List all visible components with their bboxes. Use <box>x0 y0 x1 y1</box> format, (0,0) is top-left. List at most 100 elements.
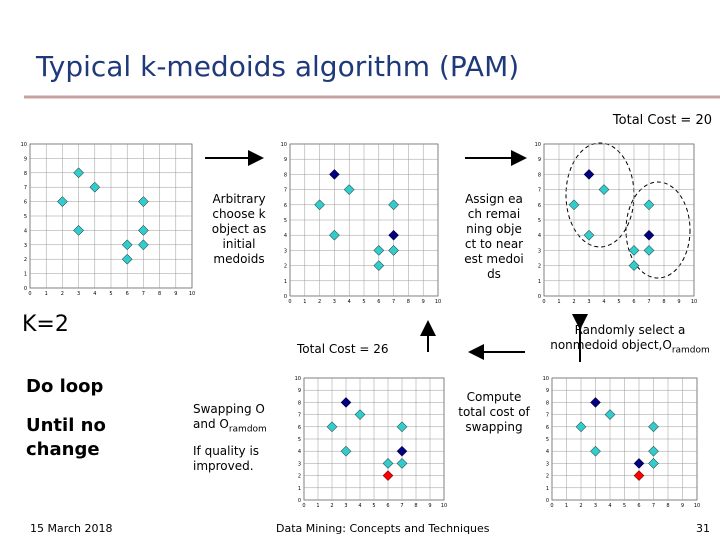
data-point <box>382 470 394 481</box>
y-tick-label: 0 <box>24 286 27 292</box>
y-tick-label: 2 <box>538 264 541 270</box>
y-tick-label: 10 <box>543 376 549 382</box>
x-tick-label: 4 <box>602 299 605 305</box>
x-tick-label: 2 <box>318 299 321 305</box>
y-tick-label: 6 <box>298 425 301 431</box>
y-tick-label: 3 <box>284 248 287 254</box>
data-point <box>583 229 595 241</box>
y-tick-label: 3 <box>298 461 301 467</box>
x-tick-label: 6 <box>632 299 635 305</box>
data-point <box>343 184 355 195</box>
data-point <box>643 245 655 256</box>
y-tick-label: 5 <box>546 437 549 443</box>
x-tick-label: 2 <box>579 503 582 509</box>
y-tick-label: 1 <box>24 272 27 278</box>
footer-page: 31 <box>696 522 710 535</box>
x-tick-label: 8 <box>666 503 669 509</box>
y-tick-label: 8 <box>284 172 287 178</box>
cluster-ellipse <box>625 181 691 279</box>
data-point <box>643 229 655 241</box>
x-tick-label: 1 <box>303 299 306 305</box>
scatter-plot: 0 1 2 3 4 5 6 7 8 9 10 0 1 2 3 4 5 6 7 8 9 10 <box>535 142 698 305</box>
data-point <box>314 199 325 211</box>
y-tick-label: 10 <box>295 376 301 382</box>
x-tick-label: 3 <box>587 299 590 305</box>
data-point <box>396 445 408 457</box>
x-tick-label: 6 <box>386 503 389 509</box>
scatter-plot: 0 1 2 3 4 5 6 7 8 9 10 0 1 2 3 4 5 6 7 8 9 10 <box>21 142 196 297</box>
y-tick-label: 10 <box>21 142 27 148</box>
data-point <box>326 421 338 433</box>
x-tick-label: 8 <box>158 291 161 297</box>
subscript: ramdom <box>228 424 267 435</box>
x-tick-label: 7 <box>647 299 650 305</box>
x-tick-label: 4 <box>608 503 611 509</box>
x-tick-label: 9 <box>428 503 431 509</box>
y-tick-label: 7 <box>538 188 541 194</box>
data-point <box>633 458 645 469</box>
data-point <box>121 239 133 251</box>
x-tick-label: 4 <box>93 291 96 297</box>
y-tick-label: 3 <box>538 248 541 254</box>
x-tick-label: 2 <box>61 291 64 297</box>
y-tick-label: 9 <box>546 388 549 394</box>
x-tick-label: 3 <box>344 503 347 509</box>
x-tick-label: 7 <box>392 299 395 305</box>
x-tick-label: 8 <box>407 299 410 305</box>
y-tick-label: 7 <box>298 413 301 419</box>
data-point <box>121 253 133 265</box>
data-point <box>138 225 149 236</box>
loop-text: Do loop <box>26 376 104 397</box>
data-point <box>575 421 587 433</box>
x-tick-label: 1 <box>557 299 560 305</box>
y-tick-label: 8 <box>546 400 549 406</box>
data-point <box>396 458 408 469</box>
step-text: Compute total cost of swapping <box>458 390 530 434</box>
y-tick-label: 5 <box>284 218 287 224</box>
x-tick-label: 10 <box>189 291 195 297</box>
x-tick-label: 0 <box>542 299 545 305</box>
x-tick-label: 4 <box>348 299 351 305</box>
y-tick-label: 1 <box>546 486 549 492</box>
data-point <box>329 169 340 180</box>
x-tick-label: 2 <box>572 299 575 305</box>
data-point <box>382 458 394 469</box>
x-tick-label: 3 <box>333 299 336 305</box>
x-tick-label: 1 <box>565 503 568 509</box>
y-tick-label: 5 <box>298 437 301 443</box>
x-tick-label: 10 <box>441 503 447 509</box>
x-tick-label: 5 <box>623 503 626 509</box>
y-tick-label: 2 <box>546 474 549 480</box>
footer-center: Data Mining: Concepts and Techniques <box>276 522 490 535</box>
x-tick-label: 7 <box>652 503 655 509</box>
scatter-plot: 0 1 2 3 4 5 6 7 8 9 10 0 1 2 3 4 5 6 7 8 9 10 <box>295 376 448 509</box>
x-tick-label: 1 <box>45 291 48 297</box>
x-tick-label: 9 <box>677 299 680 305</box>
data-point <box>628 245 640 256</box>
x-tick-label: 0 <box>550 503 553 509</box>
y-tick-label: 4 <box>284 233 287 239</box>
x-tick-label: 10 <box>691 299 697 305</box>
total-cost: Total Cost = 20 <box>612 113 712 128</box>
step-text: Swapping O and Oramdom <box>193 402 273 437</box>
step-text: Arbitrary choose k object as initial med… <box>211 192 267 266</box>
scatter-plot: 0 1 2 3 4 5 6 7 8 9 10 0 1 2 3 4 5 6 7 8 9 10 <box>543 376 701 509</box>
data-point <box>354 409 366 420</box>
data-point <box>73 167 84 179</box>
data-point <box>388 199 399 211</box>
y-tick-label: 2 <box>284 264 287 270</box>
x-tick-label: 10 <box>694 503 700 509</box>
x-tick-label: 5 <box>109 291 112 297</box>
y-tick-label: 6 <box>546 425 549 431</box>
data-point <box>340 397 352 408</box>
x-tick-label: 0 <box>28 291 31 297</box>
y-tick-label: 1 <box>284 279 287 285</box>
x-tick-label: 7 <box>400 503 403 509</box>
y-tick-label: 8 <box>24 171 27 177</box>
y-tick-label: 3 <box>546 461 549 467</box>
loop-text: Until no change <box>26 415 106 460</box>
x-tick-label: 6 <box>637 503 640 509</box>
step-text: If quality is improved. <box>193 444 260 473</box>
